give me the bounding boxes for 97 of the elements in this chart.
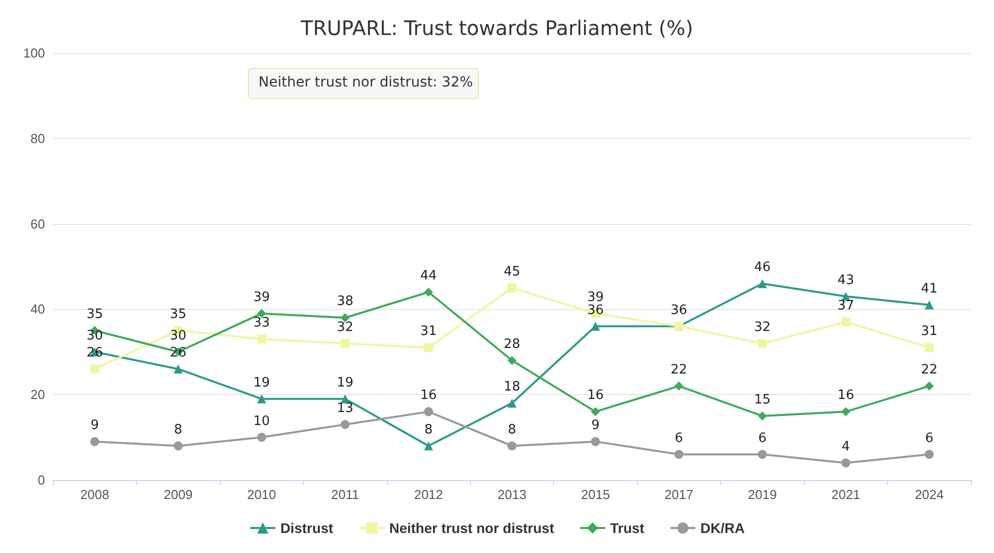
data-label: 22 bbox=[921, 362, 938, 378]
y-tick-label: 80 bbox=[30, 130, 45, 146]
point bbox=[590, 322, 600, 331]
data-label: 22 bbox=[670, 362, 688, 378]
data-label: 13 bbox=[336, 400, 354, 416]
data-label: 45 bbox=[504, 264, 520, 280]
point bbox=[340, 338, 350, 348]
data-label: 9 bbox=[90, 418, 99, 434]
point bbox=[257, 394, 266, 404]
point bbox=[924, 300, 934, 310]
point bbox=[758, 411, 767, 420]
data-label: 31 bbox=[420, 324, 437, 340]
point bbox=[758, 450, 767, 459]
y-tick-label: 40 bbox=[30, 302, 45, 317]
point bbox=[841, 458, 850, 468]
x-tick-label: 2012 bbox=[414, 487, 444, 502]
data-label: 32 bbox=[336, 320, 354, 335]
point bbox=[841, 318, 850, 327]
data-label: 9 bbox=[591, 418, 600, 434]
point bbox=[424, 343, 434, 352]
legend-label: Distrust bbox=[280, 520, 334, 536]
data-label: 39 bbox=[587, 290, 604, 305]
x-tick-label: 2015 bbox=[580, 487, 610, 502]
data-label: 16 bbox=[420, 388, 437, 404]
data-label: 44 bbox=[420, 268, 437, 284]
x-tick-label: 2024 bbox=[914, 487, 944, 502]
y-tick-label: 60 bbox=[30, 216, 45, 232]
point bbox=[257, 432, 266, 442]
data-label: 37 bbox=[838, 298, 854, 314]
data-label: 15 bbox=[754, 392, 771, 408]
legend-label: Neither trust nor distrust bbox=[389, 520, 554, 536]
data-label: 30 bbox=[170, 328, 186, 344]
x-tick-label: 2011 bbox=[331, 487, 360, 502]
point bbox=[758, 338, 767, 348]
point bbox=[674, 382, 684, 391]
point bbox=[257, 334, 266, 344]
point bbox=[924, 343, 934, 352]
x-tick-label: 2010 bbox=[247, 487, 276, 502]
data-label: 19 bbox=[253, 375, 270, 390]
y-tick-label: 0 bbox=[38, 472, 45, 488]
data-label: 16 bbox=[838, 388, 854, 404]
data-label: 28 bbox=[504, 336, 520, 352]
data-label: 8 bbox=[174, 422, 182, 438]
x-tick-label: 2008 bbox=[80, 487, 110, 502]
data-label: 10 bbox=[253, 414, 270, 429]
point bbox=[424, 288, 434, 297]
x-tick-label: 2021 bbox=[831, 487, 860, 502]
point bbox=[508, 441, 516, 450]
point bbox=[508, 356, 516, 365]
point bbox=[924, 450, 934, 459]
data-label: 39 bbox=[253, 290, 270, 305]
point bbox=[174, 441, 183, 450]
x-tick-label: 2019 bbox=[748, 487, 777, 502]
point bbox=[590, 437, 600, 446]
data-label: 43 bbox=[838, 272, 854, 288]
point bbox=[90, 364, 100, 374]
data-label: 6 bbox=[674, 430, 684, 446]
point bbox=[424, 407, 434, 416]
data-label: 38 bbox=[336, 294, 354, 310]
data-label: 8 bbox=[424, 422, 433, 438]
data-label: 36 bbox=[670, 302, 688, 318]
data-label: 33 bbox=[253, 316, 270, 331]
point bbox=[674, 450, 684, 459]
point bbox=[90, 437, 100, 446]
data-label: 16 bbox=[587, 388, 604, 404]
data-label: 35 bbox=[170, 307, 186, 322]
point bbox=[924, 382, 934, 391]
data-label: 6 bbox=[758, 430, 767, 446]
legend-label: Trust bbox=[610, 520, 645, 536]
x-tick-label: 2017 bbox=[664, 487, 694, 502]
data-label: 35 bbox=[86, 307, 103, 322]
point bbox=[340, 420, 350, 429]
data-label: 19 bbox=[336, 375, 354, 390]
y-tick-label: 100 bbox=[23, 46, 45, 60]
data-label: 32 bbox=[754, 320, 771, 335]
data-label: 6 bbox=[925, 430, 934, 446]
data-label: 41 bbox=[921, 281, 938, 296]
legend-label: DK/RA bbox=[700, 520, 745, 536]
point bbox=[841, 407, 850, 416]
data-label: 31 bbox=[921, 324, 938, 340]
chart-title: TRUPARL: Trust towards Parliament (%) bbox=[300, 16, 694, 40]
point bbox=[758, 279, 767, 288]
annotation: Neither trust nor distrust: 32% bbox=[258, 74, 473, 90]
point bbox=[508, 398, 516, 408]
data-label: 30 bbox=[86, 328, 103, 344]
point bbox=[590, 407, 600, 416]
point bbox=[424, 441, 434, 450]
data-label: 18 bbox=[504, 380, 520, 395]
data-label: 36 bbox=[587, 302, 604, 318]
x-tick-label: 2013 bbox=[498, 487, 526, 502]
point bbox=[174, 364, 183, 374]
data-label: 8 bbox=[508, 422, 516, 438]
y-tick-label: 20 bbox=[30, 387, 45, 402]
x-tick-label: 2009 bbox=[164, 487, 193, 502]
data-label: 4 bbox=[842, 439, 850, 454]
data-label: 46 bbox=[754, 260, 771, 276]
point bbox=[508, 283, 516, 292]
